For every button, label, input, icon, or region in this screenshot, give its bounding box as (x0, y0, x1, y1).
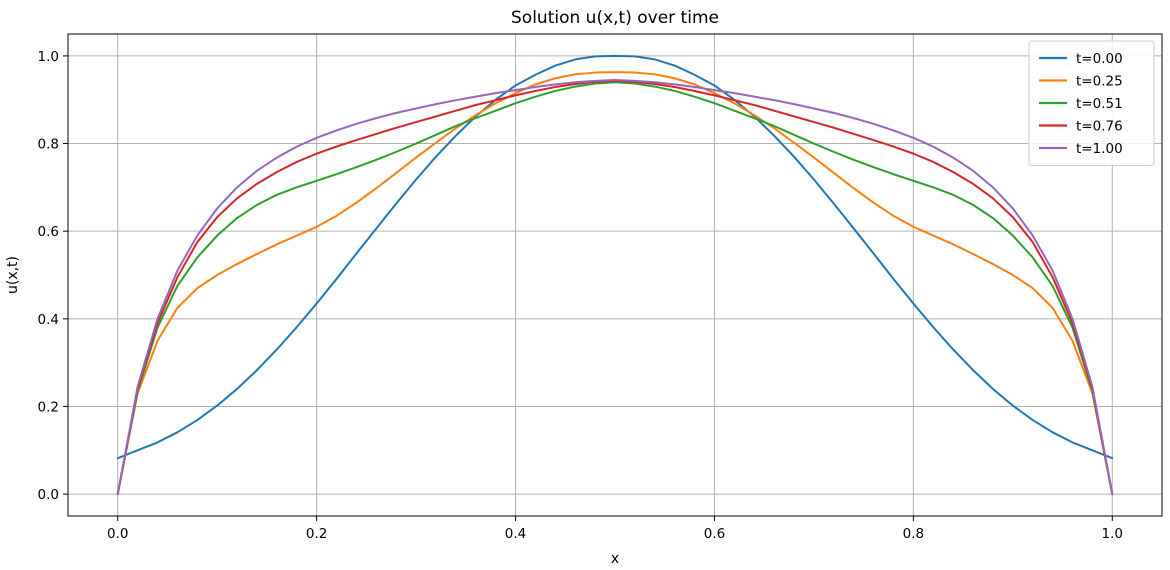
grid (68, 34, 1162, 516)
x-tick-label: 0.6 (704, 526, 725, 542)
x-axis-label: x (611, 551, 619, 567)
y-tick-label: 0.4 (38, 312, 59, 328)
legend-label: t=0.25 (1076, 74, 1123, 90)
series-line-3 (116, 81, 1114, 496)
y-tick-label: 0.6 (38, 224, 59, 240)
legend-label: t=0.51 (1076, 96, 1123, 112)
x-tick-label: 0.4 (505, 526, 526, 542)
x-tick-label: 1.0 (1102, 526, 1123, 542)
y-tick-label: 0.8 (38, 137, 59, 153)
series-line-1 (116, 54, 1114, 460)
y-tick-label: 1.0 (38, 49, 59, 65)
series-line-2 (116, 71, 1114, 496)
axis-ticks: 0.0 0.2 0.4 0.6 0.8 1.0 0.0 0.2 0.4 0.6 0.8 1.0 (38, 49, 1123, 542)
legend-label: t=1.00 (1076, 141, 1123, 157)
y-tick-label: 0.0 (38, 487, 59, 503)
legend: t=0.00 t=0.25 t=0.51 t=0.76 t=1.00 (1028, 40, 1155, 166)
series-line-5 (116, 79, 1114, 496)
x-tick-label: 0.0 (107, 526, 128, 542)
chart-title: Solution u(x,t) over time (511, 8, 719, 28)
legend-label: t=0.00 (1076, 51, 1123, 67)
x-tick-label: 0.2 (306, 526, 327, 542)
y-axis-label: u(x,t) (5, 256, 21, 294)
series-lines (116, 54, 1114, 496)
legend-label: t=0.76 (1076, 119, 1123, 135)
x-tick-label: 0.8 (903, 526, 924, 542)
legend-box (1028, 40, 1155, 166)
y-tick-label: 0.2 (38, 399, 59, 415)
series-line-4 (116, 79, 1114, 496)
axes-frame (67, 33, 1163, 517)
